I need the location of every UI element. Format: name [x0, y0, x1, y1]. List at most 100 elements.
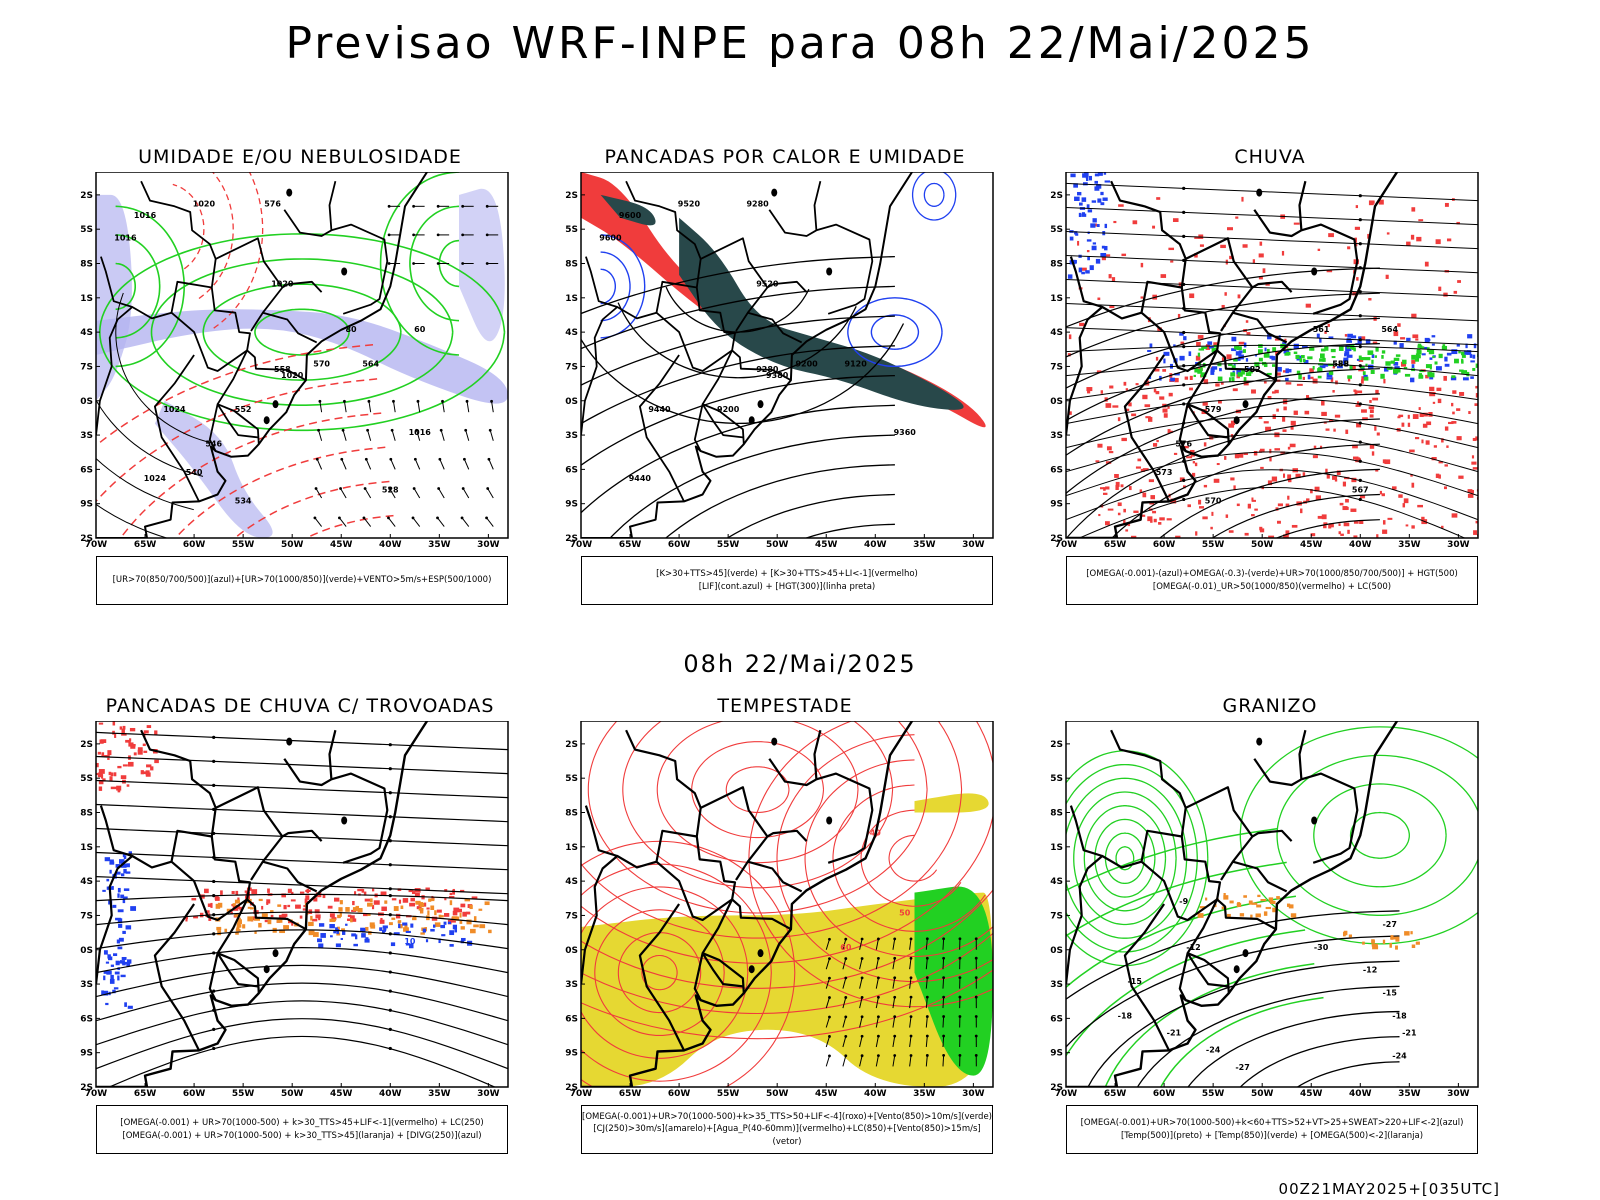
contour-line [1313, 783, 1447, 888]
wind-vector [388, 517, 396, 527]
hail-area-orange [1239, 913, 1245, 917]
wind-vector-head [486, 487, 490, 490]
contour-line [115, 292, 213, 444]
wind-vector [842, 977, 847, 989]
wind-vector [892, 1036, 896, 1048]
rain-area-red [1238, 341, 1245, 345]
divergence-area-blue [422, 928, 427, 933]
map-plot: 1012S15S18S21S24S27S30S33S36S39S42S70W65… [80, 721, 509, 1099]
hail-area-orange [1415, 941, 1420, 945]
lat-tick-label: 42S [1050, 1083, 1063, 1093]
rain-area-red [1475, 520, 1478, 524]
hail-area-orange [1272, 907, 1277, 913]
wind-vector [825, 1036, 830, 1048]
rain-area-green [1197, 352, 1201, 357]
rain-area-red [1290, 426, 1294, 430]
lat-tick-label: 36S [80, 465, 93, 475]
rain-area-red [1133, 510, 1139, 513]
wind-vector-head [387, 233, 391, 237]
rain-area-green [1200, 365, 1203, 371]
rain-area-red [1155, 356, 1159, 361]
rain-area-blue [1357, 339, 1362, 344]
rain-area-red [1135, 466, 1141, 469]
contour-label: 9280 [746, 199, 769, 208]
border-line [1231, 280, 1293, 314]
thunder-area-red [354, 891, 357, 895]
streamline [1066, 327, 1478, 346]
wind-vector [892, 977, 896, 989]
rain-area-green [1324, 346, 1329, 351]
rain-area-green [1353, 347, 1356, 352]
rain-area-blue [1163, 358, 1166, 364]
rain-area-green [1361, 357, 1367, 361]
contour-line [656, 721, 859, 864]
thunder-area-orange [217, 930, 222, 936]
wind-vector [875, 1055, 879, 1067]
wind-vector [842, 938, 847, 950]
lon-tick-label: 55W [232, 540, 255, 550]
streamline [96, 779, 508, 799]
hail-area-orange [1372, 940, 1375, 943]
wind-vector-head [441, 399, 444, 403]
lake-mark [1311, 267, 1318, 276]
thunder-area-red [220, 890, 223, 895]
thunder-area-orange [237, 919, 242, 925]
thunder-area-orange [350, 918, 353, 923]
wind-vector [825, 1055, 830, 1067]
rain-area-red [1310, 488, 1313, 494]
lake-mark [286, 737, 293, 746]
streamline-arrow [1358, 218, 1362, 222]
rain-area-red [1482, 489, 1488, 492]
streamline-arrow [212, 989, 216, 993]
hail-area-orange [1276, 896, 1280, 900]
thunder-area-red [142, 743, 146, 747]
wind-vector-head [876, 1015, 880, 1019]
divergence-area-blue [128, 851, 132, 855]
rain-area-green [1330, 348, 1336, 353]
rain-area-blue [1170, 377, 1175, 382]
rain-area-red [1372, 200, 1375, 204]
lat-tick-label: 42S [80, 1083, 93, 1093]
streamline-arrow [1358, 266, 1362, 270]
thunder-area-orange [473, 924, 479, 928]
rain-area-blue [1087, 209, 1093, 213]
wind-vector-head [860, 976, 864, 980]
rain-area-blue [1219, 368, 1222, 372]
rain-area-red [1225, 544, 1227, 548]
rain-area-red [1101, 255, 1106, 261]
contour-line [587, 721, 928, 914]
hail-area-orange [1382, 939, 1386, 944]
thunder-area-red [133, 752, 137, 756]
lake-mark [263, 965, 270, 974]
rain-area-red [1383, 378, 1386, 384]
thunder-area-orange [236, 927, 240, 932]
thunder-area-orange [254, 930, 257, 934]
rain-area-blue [1470, 376, 1474, 379]
thunder-area-red [290, 899, 296, 902]
rain-area-red [1129, 486, 1132, 491]
rain-area-blue [1100, 202, 1105, 206]
hail-area-orange [1257, 894, 1261, 898]
panel-thunderstorms: PANCADAS DE CHUVA C/ TROVOADAS 1012S15S1… [80, 695, 520, 1175]
rain-area-red [1275, 372, 1281, 376]
contour-label: 50 [899, 908, 911, 917]
rain-area-red [1203, 379, 1209, 385]
hail-area-orange [1197, 913, 1204, 918]
divergence-area-blue [390, 942, 396, 947]
thunder-area-red [121, 728, 125, 734]
rain-area-red [1376, 534, 1379, 538]
rain-area-blue [1074, 231, 1078, 235]
legend-box: [UR>70(850/700/500)](azul)+[UR>70(1000/8… [96, 556, 508, 605]
wind-vector-head [828, 937, 831, 941]
rain-area-red [1431, 457, 1437, 461]
rain-area-red [1220, 381, 1224, 385]
thunder-area-red [251, 916, 258, 921]
thunder-area-orange [384, 900, 388, 904]
hail-area-orange [1270, 900, 1276, 904]
contour-line [581, 323, 905, 425]
divergence-area-blue [405, 930, 411, 933]
rain-area-red [1285, 548, 1288, 552]
contour-line [1239, 1036, 1400, 1087]
rain-area-green [1217, 376, 1223, 382]
rain-area-green [1451, 375, 1456, 379]
